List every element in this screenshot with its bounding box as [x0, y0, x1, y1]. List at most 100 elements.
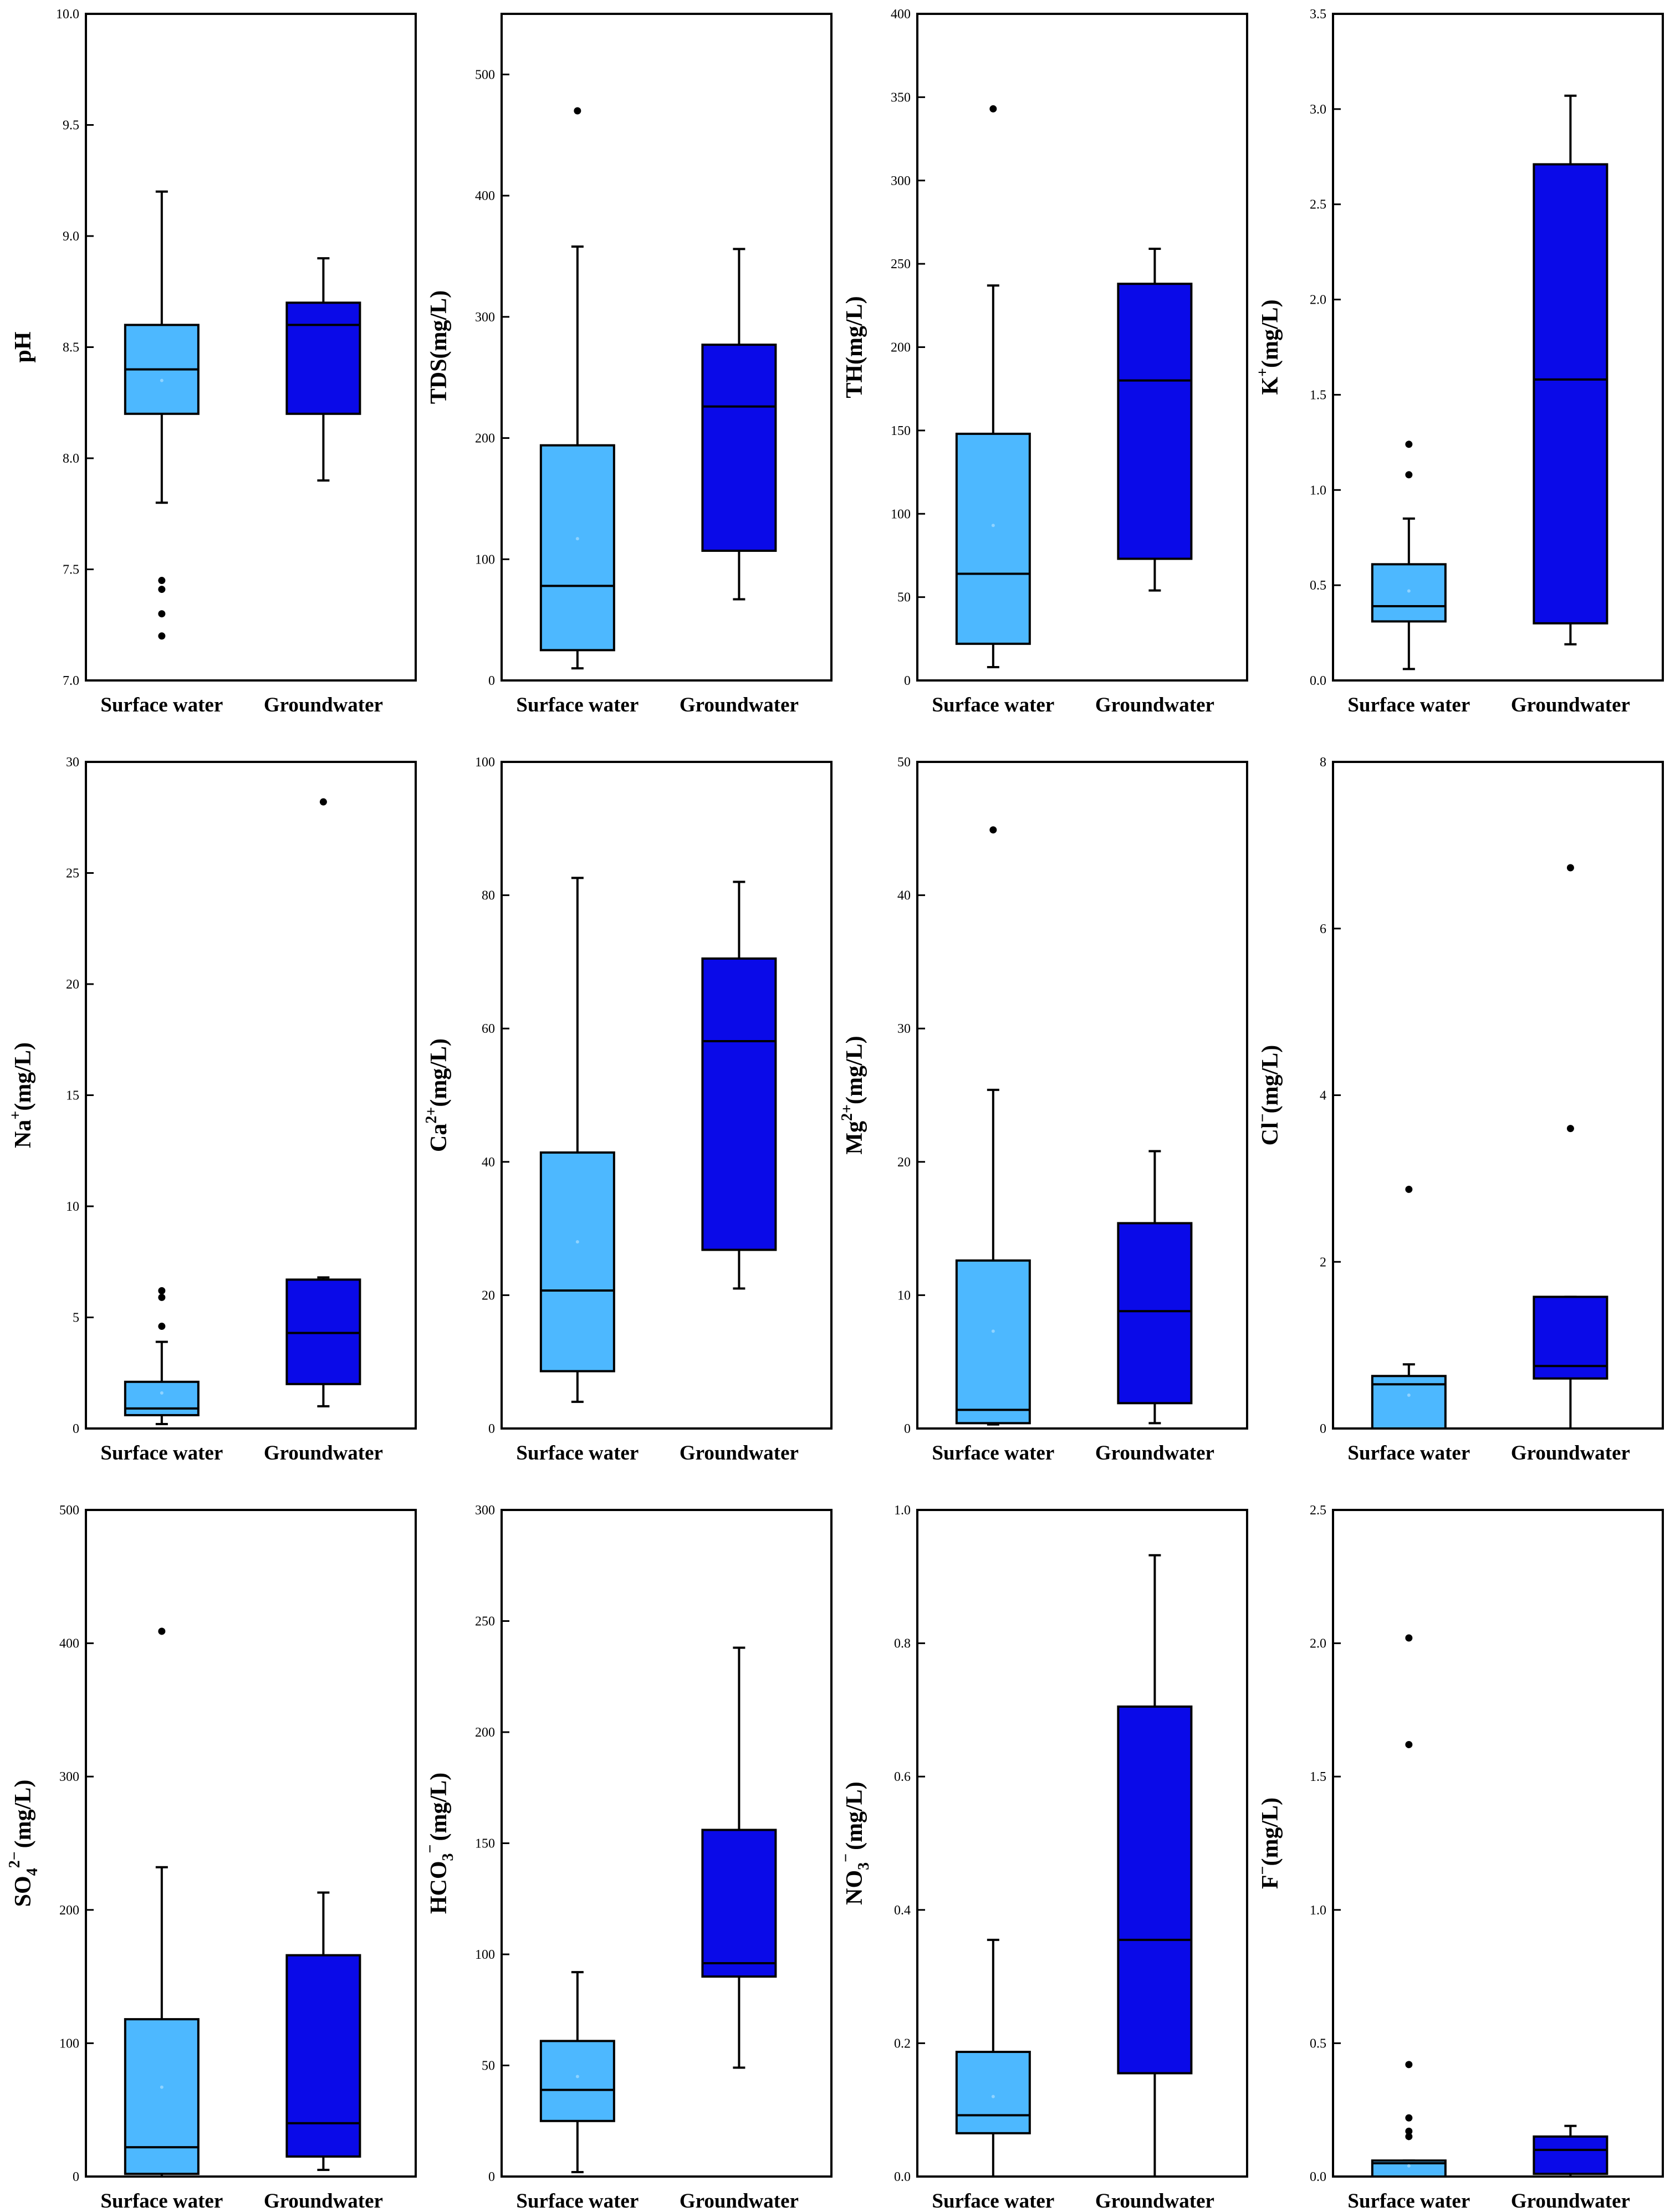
groundwater-box-group [285, 1891, 361, 2171]
y-tick-label: 2 [1320, 1255, 1326, 1269]
surface-water-box-group [1371, 1185, 1447, 1430]
x-category-label: Surface water [516, 2190, 639, 2212]
outlier-point [319, 798, 327, 806]
mean-marker [1407, 2164, 1411, 2168]
plot-frame [501, 761, 833, 1430]
chart-panel-3: 0 50 100 150 200 250 300 350 400 Surface water Gro… [842, 7, 1248, 716]
mean-marker [575, 537, 579, 541]
outlier-point [158, 632, 166, 640]
iqr-box [701, 957, 777, 1251]
outlier-point [158, 610, 166, 618]
y-tick-label: 100 [475, 755, 495, 770]
y-tick-label: 3.5 [1310, 7, 1326, 22]
surface-water-box-group [539, 877, 615, 1403]
x-category-label: Surface water [100, 1442, 223, 1465]
y-axis-label-unit: (mg/L) [1258, 299, 1283, 368]
x-category-label: Groundwater [1511, 694, 1630, 716]
y-axis-label: Ca2+(mg/L) [423, 1038, 452, 1152]
chart-panel-10: 0 50 100 150 200 250 300 Surface water Groundwat… [422, 1503, 833, 2212]
y-tick-label: 2.5 [1310, 1503, 1326, 1518]
y-axis-label: F−(mg/L) [1254, 1798, 1283, 1889]
x-category-label: Groundwater [1511, 2190, 1630, 2212]
outlier-point [1405, 2133, 1413, 2141]
y-axis-label-main: TDS(mg/L) [426, 290, 452, 404]
y-axis-label-main: Ca [426, 1124, 452, 1152]
groundwater-box-group [1117, 1150, 1193, 1425]
iqr-box [1533, 2135, 1608, 2175]
outlier-point [1566, 864, 1574, 872]
y-tick-label: 0.6 [894, 1770, 911, 1784]
plot-frame [85, 761, 417, 1430]
y-tick-label: 7.5 [63, 563, 79, 577]
y-tick-label: 0 [904, 674, 911, 688]
y-axis-label: Cl−(mg/L) [1254, 1045, 1283, 1146]
outlier-point [1566, 1125, 1574, 1133]
y-tick-label: 0.5 [1310, 578, 1326, 593]
y-tick-label: 3.0 [1310, 103, 1326, 117]
y-axis-label-unit: (mg/L) [842, 1036, 867, 1104]
y-tick-label: 10 [66, 1200, 79, 1214]
y-tick-label: 30 [897, 1022, 911, 1036]
surface-water-box-group [124, 1627, 200, 2178]
x-category-label: Groundwater [680, 1442, 799, 1465]
x-category-label: Groundwater [680, 2190, 799, 2212]
y-tick-label: 400 [891, 7, 911, 22]
y-tick-label: 1.5 [1310, 388, 1326, 402]
mean-marker [991, 1329, 995, 1333]
y-tick-label: 300 [891, 174, 911, 188]
y-axis-label-main: Mg [842, 1121, 867, 1155]
y-axis-label-main: F [1258, 1875, 1283, 1889]
plot-frame [1332, 1509, 1664, 2178]
outlier-point [158, 577, 166, 585]
y-axis-label-superscript: + [7, 1111, 24, 1120]
chart-panel-1: 7.0 7.5 8.0 8.5 9.0 9.5 10.0 Surface water Groun… [11, 7, 417, 716]
outlier-point [158, 1287, 166, 1294]
outlier-point [158, 1627, 166, 1635]
chart-panel-6: 0 20 40 60 80 100 Surface water Groundwater Ca2+… [423, 755, 833, 1465]
groundwater-box-group [1117, 1554, 1193, 2178]
y-tick-label: 20 [897, 1155, 911, 1170]
y-tick-label: 200 [475, 1725, 495, 1740]
y-tick-label: 4 [1320, 1089, 1326, 1103]
y-tick-label: 500 [475, 68, 495, 82]
chart-panel-11: 0.0 0.2 0.4 0.6 0.8 1.0 Surface water Groundwat… [838, 1503, 1248, 2212]
y-axis-label: pH [11, 331, 36, 362]
y-tick-label: 15 [66, 1089, 79, 1103]
y-axis-label-unit: (mg/L) [11, 1780, 36, 1849]
groundwater-box-group [701, 880, 777, 1290]
y-tick-label: 0 [488, 674, 495, 688]
iqr-box [285, 301, 361, 415]
iqr-box [124, 2018, 200, 2175]
iqr-box [1117, 1705, 1193, 2075]
chart-panel-4: 0.0 0.5 1.0 1.5 2.0 2.5 3.0 3.5 Surface water Gro… [1254, 7, 1664, 716]
chart-panel-5: 0 5 10 15 20 25 30 Surface water Groundwater Na+(… [7, 755, 417, 1465]
y-tick-label: 60 [482, 1022, 495, 1036]
iqr-box [1117, 283, 1193, 560]
y-tick-label: 0.4 [894, 1903, 911, 1918]
y-axis-label-main: HCO [426, 1861, 452, 1914]
y-tick-label: 25 [66, 867, 79, 881]
y-tick-label: 300 [475, 1503, 495, 1518]
plot-frame [916, 761, 1248, 1430]
y-tick-label: 2.0 [1310, 1637, 1326, 1651]
y-tick-label: 100 [475, 1948, 495, 1962]
mean-marker [1407, 1393, 1411, 1397]
x-category-label: Groundwater [1095, 2190, 1214, 2212]
x-category-label: Surface water [1347, 1442, 1470, 1465]
y-tick-label: 300 [475, 310, 495, 325]
outlier-point [1405, 441, 1413, 448]
y-axis-label: K+(mg/L) [1254, 299, 1283, 395]
chart-panel-2: 0 100 200 300 400 500 Surface water Groundwater… [426, 13, 833, 716]
groundwater-box-group [1533, 2124, 1608, 2178]
y-axis-label-main: pH [11, 331, 36, 362]
y-axis-label-main: SO [11, 1876, 36, 1907]
surface-water-box-group [539, 107, 615, 670]
y-tick-label: 10 [897, 1288, 911, 1303]
y-tick-label: 0 [488, 2170, 495, 2184]
y-axis-label-superscript: 2+ [423, 1107, 440, 1124]
iqr-box [955, 2051, 1031, 2134]
groundwater-box-group [1533, 864, 1608, 1430]
mean-marker [575, 2075, 579, 2078]
plot-frame [1332, 13, 1664, 682]
y-tick-label: 0.0 [1310, 2170, 1326, 2184]
